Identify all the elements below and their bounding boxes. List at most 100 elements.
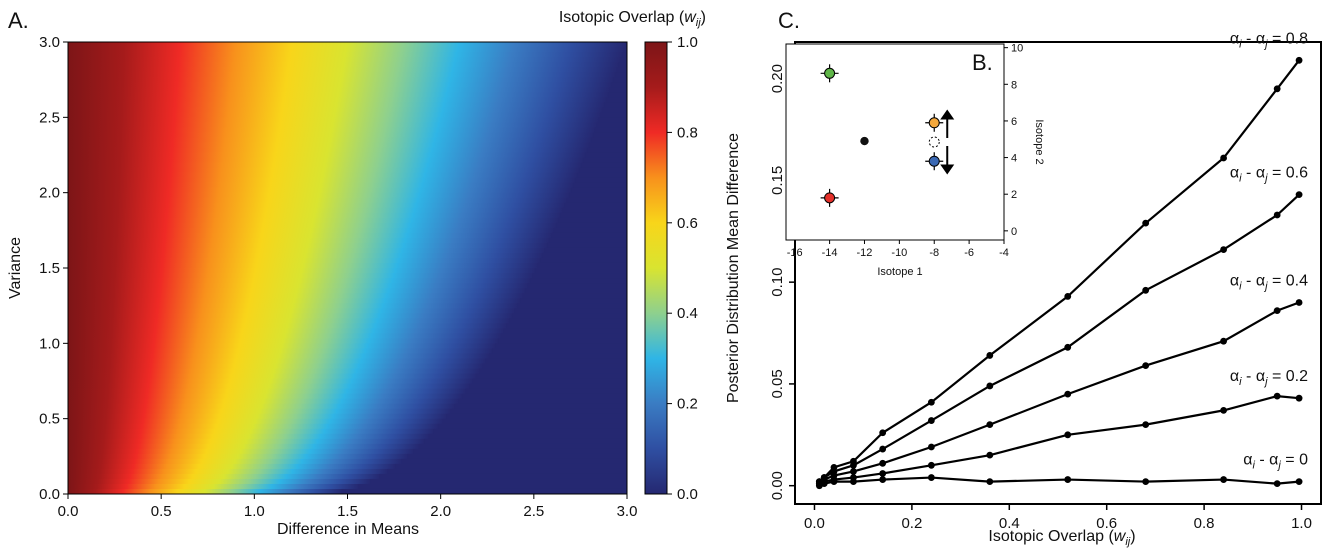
- heatmap-strip-fill: [379, 473, 627, 480]
- colorbar-tick-label: 1.0: [677, 34, 698, 51]
- inset-point: [824, 67, 836, 79]
- colorbar-tick-label: 0.4: [677, 305, 698, 322]
- line-chart-x-label: Isotopic Overlap (wij): [988, 528, 1135, 548]
- line-chart-x-label-var: w: [1114, 528, 1127, 545]
- heatmap-strip: [68, 257, 541, 264]
- series-point: [986, 421, 994, 429]
- line-chart-x-tick-label: 0.2: [901, 515, 922, 532]
- line-chart-x-tick-label: 0.6: [1096, 515, 1117, 532]
- heatmap-strip-fill: [535, 268, 627, 274]
- inset-y-tick-label: 2: [1011, 189, 1017, 201]
- inset-frame: [785, 43, 1005, 241]
- heatmap-strip-fill: [401, 458, 627, 465]
- inset-x-tick-label: -16: [787, 247, 803, 259]
- heatmap-strip-fill: [604, 102, 627, 108]
- heatmap-y-tick-label: 2.0: [39, 185, 60, 202]
- series-label-part: i: [1239, 281, 1242, 293]
- line-chart-y-label: Posterior Distribution Mean Difference: [725, 133, 742, 403]
- heatmap-strip-fill: [395, 463, 627, 470]
- heatmap-x-tick-label: 0.5: [151, 503, 172, 520]
- heatmap-strip: [68, 448, 415, 455]
- heatmap-strip-fill: [625, 42, 627, 48]
- series-point: [879, 429, 887, 437]
- series-label-0: αi - αj = 0: [1243, 452, 1308, 472]
- series-label-value: 0.6: [1286, 165, 1308, 182]
- series-label-part: α: [1230, 368, 1239, 385]
- heatmap-strip: [68, 453, 409, 460]
- heatmap-strip-fill: [581, 162, 627, 169]
- colorbar-tick-label: 0.0: [677, 486, 698, 503]
- heatmap-strip: [68, 262, 539, 269]
- series-point: [1295, 394, 1303, 402]
- series-point: [927, 443, 935, 451]
- series-point: [1273, 392, 1281, 400]
- heatmap-strip-fill: [537, 262, 627, 269]
- heatmap-strip: [68, 202, 566, 209]
- heatmap-strip: [68, 107, 603, 113]
- series-point: [927, 398, 935, 406]
- heatmap-strip: [68, 112, 602, 118]
- line-chart-x-label-text: Isotopic Overlap (: [988, 528, 1114, 545]
- heatmap-strip: [68, 393, 463, 400]
- heatmap-strip: [68, 212, 561, 219]
- heatmap-strip: [68, 428, 435, 435]
- series-point: [1220, 246, 1227, 253]
- heatmap-strip: [68, 152, 586, 159]
- series-line-0.4: [818, 301, 1300, 485]
- inset-dashed-mean: [928, 136, 940, 148]
- series-point: [1064, 343, 1072, 351]
- heatmap-x-tick-label: 3.0: [617, 503, 638, 520]
- series-label-part: =: [1281, 452, 1299, 469]
- heatmap-strip-fill: [598, 117, 627, 123]
- heatmap-strip: [68, 132, 594, 139]
- series-label-part: j: [1276, 460, 1281, 472]
- line-chart-y-tick-label: 0.15: [769, 166, 786, 195]
- heatmap-x-tick-label: 1.0: [244, 503, 265, 520]
- heatmap-strip-fill: [509, 318, 627, 324]
- heatmap-strip-fill: [611, 82, 627, 88]
- heatmap-strip-fill: [476, 373, 627, 380]
- heatmap-strip: [68, 122, 598, 128]
- series-point: [1273, 480, 1281, 488]
- series-point: [1295, 191, 1303, 199]
- heatmap-strip-fill: [512, 313, 627, 319]
- heatmap-strip: [68, 177, 576, 184]
- heatmap-strip: [68, 247, 546, 254]
- heatmap-strip-fill: [450, 408, 627, 415]
- heatmap-strip: [68, 368, 480, 375]
- heatmap-strip-fill: [503, 328, 627, 334]
- series-label-part: - α: [1242, 273, 1265, 290]
- series-point: [830, 478, 838, 486]
- series-point: [986, 352, 994, 359]
- heatmap-strip: [68, 273, 534, 279]
- series-line-0.2: [818, 395, 1300, 485]
- heatmap-strip-fill: [498, 338, 627, 344]
- series-point: [1295, 56, 1303, 64]
- heatmap-strip-fill: [551, 232, 627, 239]
- heatmap-y-tick-label: 0.5: [39, 411, 60, 428]
- series-point: [879, 476, 887, 483]
- series-point: [1064, 431, 1072, 439]
- series-point: [986, 451, 994, 459]
- heatmap-strip: [68, 353, 490, 359]
- colorbar-label-close: ): [701, 9, 706, 26]
- heatmap-strip: [68, 413, 448, 420]
- heatmap-strip: [68, 227, 555, 234]
- colorbar-label: Isotopic Overlap (wij): [559, 9, 706, 29]
- heatmap-strip-fill: [469, 383, 627, 390]
- heatmap-strip-fill: [602, 107, 627, 113]
- heatmap-strip: [68, 187, 572, 194]
- heatmap-strip: [68, 378, 474, 385]
- line-chart-series: [815, 56, 1303, 490]
- heatmap-strip: [68, 242, 548, 249]
- series-point: [927, 474, 935, 481]
- heatmap-strip-fill: [618, 62, 627, 68]
- heatmap-y-tick-label: 0.0: [39, 486, 60, 503]
- heatmap-strip-fill: [608, 92, 627, 98]
- series-point: [850, 468, 857, 475]
- heatmap-strip-fill: [564, 202, 627, 209]
- heatmap-strip-fill: [462, 393, 627, 400]
- inset-x-tick-label: -6: [964, 247, 974, 259]
- heatmap-strip: [68, 197, 568, 204]
- line-chart-y-tick-label: 0.05: [769, 369, 786, 398]
